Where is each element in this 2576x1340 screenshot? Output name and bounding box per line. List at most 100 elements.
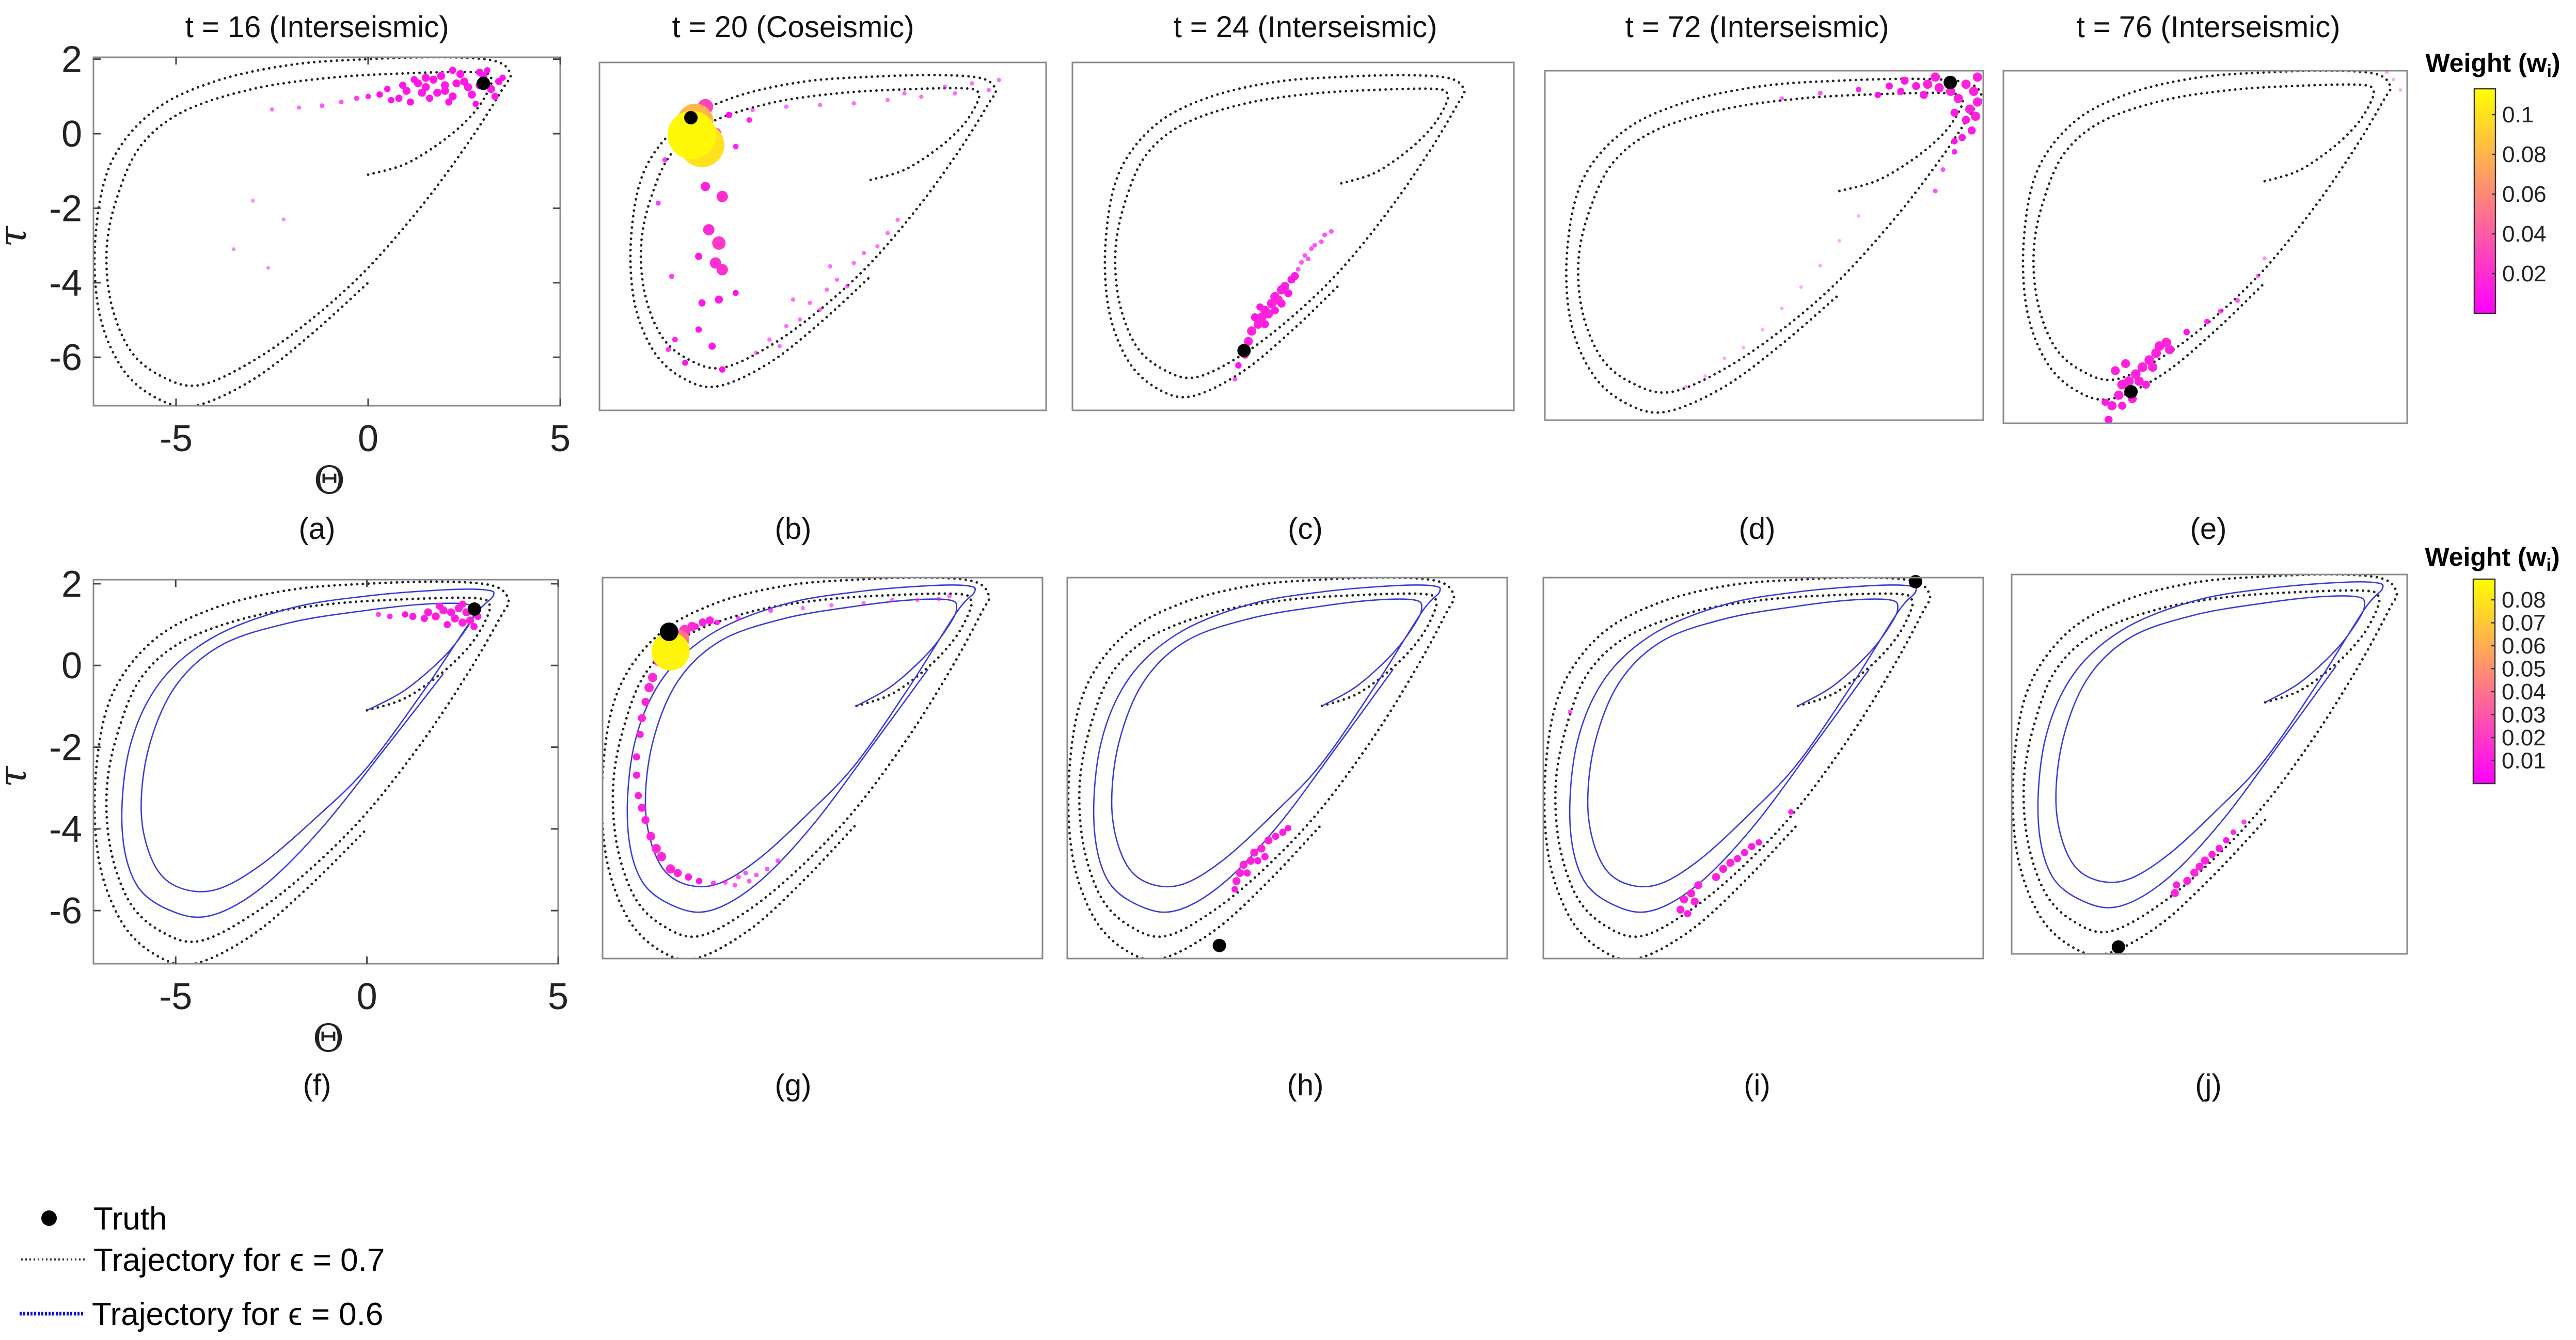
- particle: [1923, 79, 1933, 89]
- particle: [384, 86, 391, 92]
- particle: [444, 621, 451, 629]
- particle: [376, 91, 383, 98]
- particle: [936, 596, 941, 601]
- particle: [231, 247, 236, 251]
- trajectory-eps07: [1067, 578, 1456, 959]
- particle: [890, 598, 895, 602]
- particle: [716, 264, 728, 276]
- particle: [915, 598, 920, 602]
- particle: [784, 104, 789, 109]
- particle: [651, 632, 690, 671]
- particle: [2114, 390, 2124, 400]
- particle: [270, 107, 275, 112]
- particle: [1856, 87, 1861, 92]
- panel-title: t = 16 (Interseismic): [185, 10, 449, 44]
- truth-marker: [477, 76, 491, 90]
- particle: [2230, 829, 2236, 835]
- panel-c: t = 24 (Interseismic) (c): [1071, 10, 1515, 546]
- panel-label: (c): [1288, 512, 1323, 546]
- y-tick-label: -6: [49, 890, 82, 932]
- particle: [1244, 337, 1253, 346]
- trajectory-eps07: [629, 73, 998, 389]
- panel-h: (h): [1066, 577, 1508, 1102]
- particle: [1931, 72, 1940, 82]
- particle: [1235, 362, 1242, 369]
- particle: [484, 67, 491, 74]
- plot-area: [629, 73, 1001, 389]
- particle: [2201, 856, 2209, 865]
- particle: [754, 872, 759, 878]
- axes-box: [2011, 573, 2408, 955]
- trajectory-eps07: [1103, 74, 1466, 399]
- particle: [266, 266, 271, 270]
- particle: [714, 619, 720, 626]
- particle: [1676, 905, 1685, 914]
- panel-f: (f) -5 0 5 2 0 -2 -4 -6 Θτ: [0, 564, 568, 1102]
- particle: [719, 366, 726, 373]
- particle: [1263, 309, 1273, 319]
- particle: [2104, 416, 2113, 423]
- particle: [695, 252, 703, 260]
- particle: [1756, 839, 1762, 846]
- particle: [409, 613, 417, 620]
- particle: [970, 81, 974, 86]
- particle: [2142, 380, 2150, 389]
- particle: [1971, 111, 1981, 121]
- particle: [851, 101, 856, 106]
- y-tick-label: 2: [61, 564, 82, 605]
- panel-title: t = 76 (Interseismic): [2077, 10, 2341, 44]
- particle: [1933, 188, 1938, 194]
- particle: [725, 111, 733, 119]
- particle: [2183, 329, 2190, 336]
- x-tick-label: 5: [550, 418, 571, 459]
- particle: [644, 683, 654, 693]
- particle: [851, 261, 856, 265]
- x-tick-label: -5: [159, 976, 192, 1017]
- particle: [414, 79, 422, 88]
- particle: [682, 360, 688, 366]
- x-tick-label: 0: [358, 418, 378, 459]
- particle: [666, 864, 675, 874]
- particle: [454, 604, 463, 613]
- x-tick-label: -5: [160, 418, 193, 459]
- particle: [657, 852, 667, 862]
- x-tick-label: 0: [357, 976, 377, 1017]
- particle: [1299, 260, 1304, 265]
- particle: [459, 618, 467, 627]
- particle: [2385, 71, 2389, 74]
- plot-background: [1072, 62, 1514, 410]
- particle: [2398, 88, 2403, 92]
- particle: [2144, 355, 2154, 365]
- particle: [1284, 289, 1292, 297]
- particle: [1726, 858, 1734, 867]
- particle: [712, 236, 726, 250]
- particle: [432, 612, 440, 621]
- particle: [662, 157, 668, 163]
- colorbar-tick-label: 0.07: [2502, 611, 2546, 636]
- axes-box: [1544, 70, 1984, 421]
- particle: [651, 843, 661, 853]
- particle: [2107, 401, 2117, 411]
- particle: [733, 290, 739, 296]
- particle: [703, 224, 715, 236]
- particle: [2195, 863, 2204, 871]
- particle: [1273, 295, 1283, 305]
- plot-area: [2012, 575, 2398, 954]
- y-axis-label: τ: [0, 226, 35, 247]
- particle: [1250, 848, 1258, 857]
- particle: [1962, 116, 1970, 124]
- panel-label: (g): [775, 1068, 812, 1102]
- particle: [2255, 274, 2261, 278]
- plot-area: [1543, 578, 1932, 959]
- particle: [1703, 374, 1707, 378]
- plot-area: [93, 580, 510, 964]
- particle: [655, 200, 661, 206]
- particle: [2208, 851, 2216, 858]
- particle: [1951, 138, 1958, 145]
- plot-area: [603, 578, 991, 959]
- colorbar-tick-label: 0.06: [2502, 182, 2547, 207]
- particle: [2215, 844, 2223, 852]
- particle: [706, 616, 714, 625]
- particle: [468, 90, 476, 99]
- truth-marker: [1237, 344, 1251, 358]
